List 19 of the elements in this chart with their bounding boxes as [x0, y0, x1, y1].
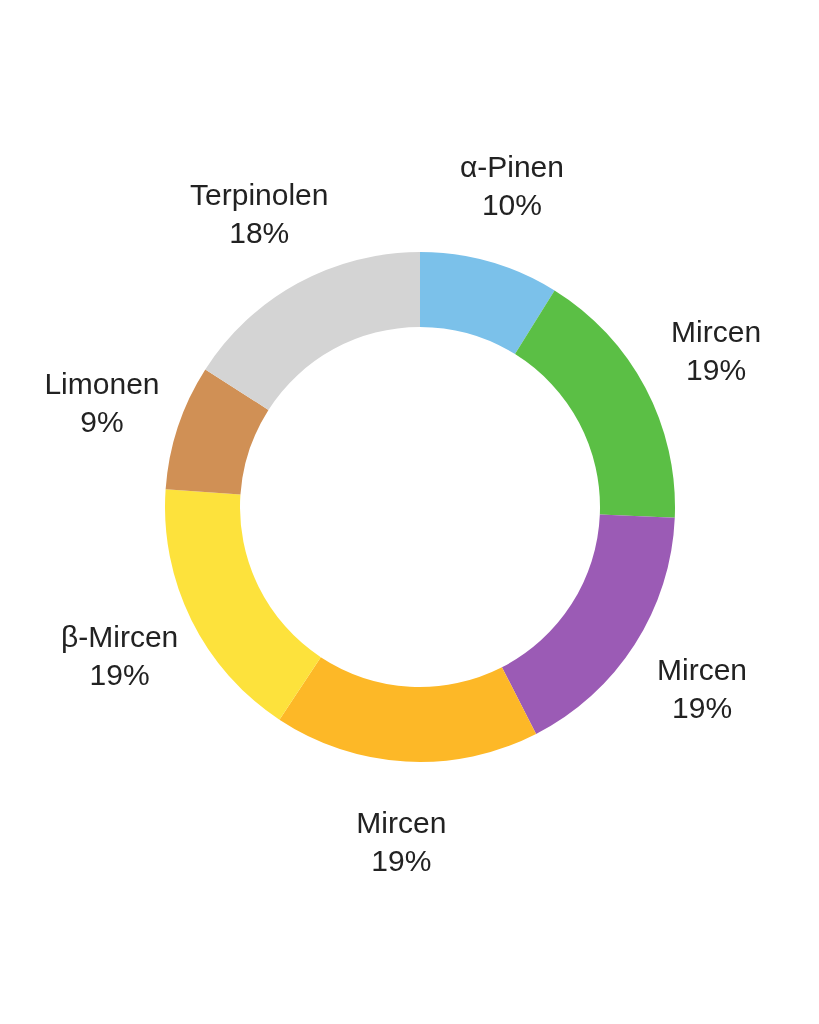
slice-label: Terpinolen	[190, 178, 329, 212]
slice-label: α-Pinen	[459, 149, 564, 183]
data-label: 18%	[229, 216, 290, 250]
data-label: 19%	[89, 658, 150, 692]
data-label: 19%	[672, 690, 733, 724]
donut-slice	[279, 657, 537, 762]
donut-slice	[205, 252, 420, 410]
donut-slice	[420, 252, 555, 355]
data-label: 19%	[686, 353, 747, 387]
slice-label: Limonen	[44, 366, 160, 400]
slice-label: β-Mircen	[61, 620, 179, 654]
donut-slice	[515, 290, 675, 518]
donut-slice	[165, 369, 269, 495]
data-label: 19%	[371, 844, 432, 878]
data-label: 10%	[481, 187, 542, 221]
slice-label: Mircen	[657, 652, 748, 686]
data-label: 9%	[80, 404, 124, 438]
slice-label: Mircen	[671, 315, 762, 349]
slice-label: Mircen	[356, 806, 447, 840]
